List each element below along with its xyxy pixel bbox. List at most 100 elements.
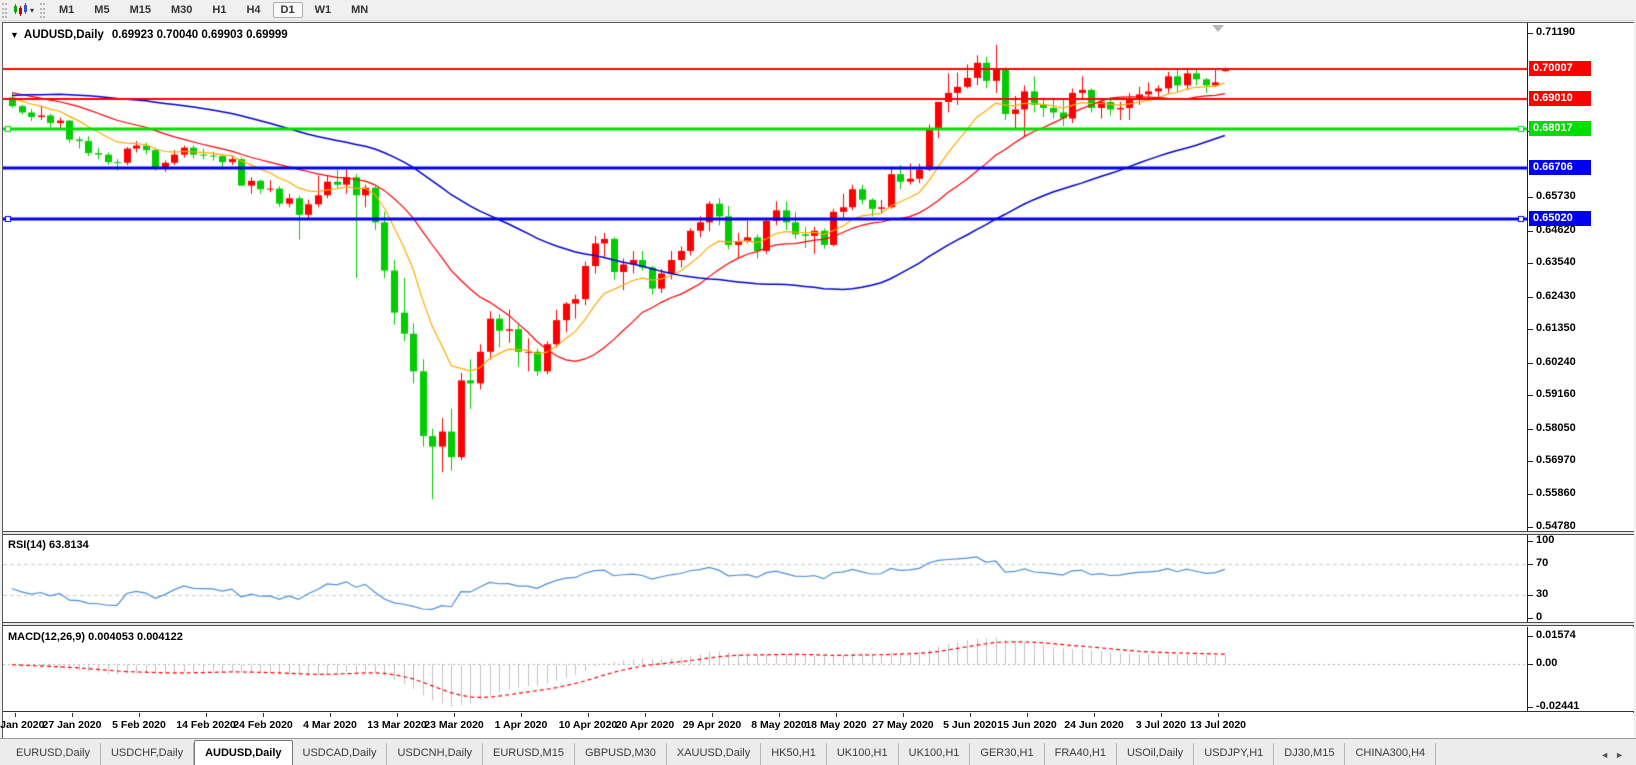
price-level-tag[interactable]: 0.70007 (1529, 61, 1591, 76)
chart-tab-hk50-h1[interactable]: HK50,H1 (761, 743, 827, 765)
date-tick-mark (836, 713, 837, 717)
timeframe-button-m15[interactable]: M15 (129, 4, 151, 16)
axis-tick-mark (1528, 33, 1533, 34)
timeframe-button-m5[interactable]: M5 (94, 4, 110, 16)
chart-symbol-label: AUDUSD,Daily (23, 29, 104, 41)
macd-tick-label: -0.02441 (1536, 700, 1580, 712)
chart-tab-usdcad-daily[interactable]: USDCAD,Daily (293, 743, 388, 765)
rsi-axis[interactable]: 100 70 30 0 (1527, 534, 1634, 623)
chart-context-arrow-icon[interactable]: ▼ (10, 30, 19, 40)
timeframe-button-m30[interactable]: M30 (170, 4, 193, 16)
price-level-tag[interactable]: 0.65020 (1529, 211, 1591, 226)
price-tick-label: 0.65730 (1536, 190, 1576, 202)
date-tick-mark (397, 713, 398, 717)
macd-axis[interactable]: 0.01574 0.00 -0.02441 (1527, 627, 1634, 712)
date-tick-mark (521, 713, 522, 717)
tab-scroll-arrows: ◄► (1600, 750, 1630, 760)
timeframe-button-mn[interactable]: MN (351, 4, 369, 16)
axis-tick-mark (1528, 197, 1533, 198)
price-axis[interactable]: 0.711900.679200.657300.646200.635400.624… (1527, 23, 1634, 532)
tab-scroll-right-icon[interactable]: ► (1615, 750, 1630, 760)
date-tick-label: 5 Jun 2020 (943, 719, 997, 731)
axis-tick-mark (1528, 231, 1533, 232)
date-tick-mark (330, 713, 331, 717)
date-tick-label: 23 Mar 2020 (424, 719, 484, 731)
axis-tick-mark (1528, 636, 1533, 637)
chart-tab-uk100-h1[interactable]: UK100,H1 (899, 743, 971, 765)
price-tick-label: 0.55860 (1536, 487, 1576, 499)
axis-tick-mark (1528, 541, 1533, 542)
axis-tick-mark (1528, 527, 1533, 528)
chart-tab-uk100-h1[interactable]: UK100,H1 (827, 743, 899, 765)
timeframe-button-d1[interactable]: D1 (272, 2, 303, 18)
chart-tab-gbpusd-m30[interactable]: GBPUSD,M30 (575, 743, 667, 765)
rsi-tick-label: 30 (1536, 588, 1549, 600)
macd-pane: MACD(12,26,9) 0.004053 0.004122 0.01574 0… (3, 627, 1634, 712)
date-tick-label: 24 Feb 2020 (233, 719, 293, 731)
price-chart-canvas[interactable] (3, 23, 1527, 531)
axis-tick-mark (1528, 595, 1533, 596)
chart-tab-xauusd-daily[interactable]: XAUUSD,Daily (667, 743, 762, 765)
date-tick-label: 14 Feb 2020 (176, 719, 236, 731)
date-tick-label: 24 Jun 2020 (1064, 719, 1124, 731)
axis-tick-mark (1528, 461, 1533, 462)
chart-tab-usdcnh-daily[interactable]: USDCNH,Daily (387, 743, 484, 765)
price-tick-label: 0.62430 (1536, 290, 1576, 302)
chart-tab-usdchf-daily[interactable]: USDCHF,Daily (101, 743, 195, 765)
date-tick-mark (139, 713, 140, 717)
date-tick-label: 15 Jun 2020 (997, 719, 1057, 731)
chart-tab-ger30-h1[interactable]: GER30,H1 (970, 743, 1045, 765)
price-level-tag[interactable]: 0.69010 (1529, 91, 1591, 106)
price-level-tag[interactable]: 0.68017 (1529, 121, 1591, 136)
axis-tick-mark (1528, 618, 1533, 619)
timeframe-button-h4[interactable]: H4 (246, 4, 261, 16)
timeframe-button-h1[interactable]: H1 (212, 4, 227, 16)
price-level-tag[interactable]: 0.66706 (1529, 160, 1591, 175)
timeframe-button-m1[interactable]: M1 (59, 4, 75, 16)
macd-label: MACD(12,26,9) 0.004053 0.004122 (8, 631, 183, 643)
date-tick-label: 10 Apr 2020 (558, 719, 618, 731)
date-tick-mark (454, 713, 455, 717)
price-tick-label: 0.63540 (1536, 256, 1576, 268)
date-tick-label: 27 Jan 2020 (42, 719, 102, 731)
rsi-tick-label: 100 (1536, 534, 1555, 546)
price-tick-label: 0.64620 (1536, 224, 1576, 236)
axis-tick-mark (1528, 297, 1533, 298)
top-toolbar: ▾ M1 M5 M15 M30 H1 H4 D1 W1 MN (0, 0, 1636, 21)
price-tick-label: 0.59160 (1536, 388, 1576, 400)
chart-shift-marker-icon[interactable] (1212, 25, 1224, 32)
date-tick-label: 27 May 2020 (872, 719, 934, 731)
price-tick-label: 0.54780 (1536, 520, 1576, 532)
rsi-tick-label: 0 (1536, 611, 1543, 623)
rsi-chart-canvas[interactable] (3, 535, 1527, 622)
panel-splitter[interactable] (3, 531, 1634, 535)
chart-tab-usdjpy-h1[interactable]: USDJPY,H1 (1194, 743, 1275, 765)
price-tick-label: 0.58050 (1536, 422, 1576, 434)
date-tick-mark (645, 713, 646, 717)
date-tick-mark (712, 713, 713, 717)
axis-tick-mark (1528, 329, 1533, 330)
axis-tick-mark (1528, 707, 1533, 708)
chart-tab-china300-h4[interactable]: CHINA300,H4 (1345, 743, 1437, 765)
macd-chart-canvas[interactable] (3, 627, 1527, 711)
candlestick-chart-icon[interactable] (11, 3, 29, 18)
tab-scroll-left-icon[interactable]: ◄ (1600, 750, 1616, 760)
toolbar-grip-handle[interactable] (2, 2, 7, 18)
axis-tick-mark (1528, 564, 1533, 565)
price-tick-label: 0.56970 (1536, 454, 1576, 466)
chart-tab-usoil-daily[interactable]: USOil,Daily (1117, 743, 1195, 765)
axis-tick-mark (1528, 363, 1533, 364)
date-tick-mark (903, 713, 904, 717)
chart-tab-eurusd-m15[interactable]: EURUSD,M15 (483, 743, 575, 765)
chart-tab-fra40-h1[interactable]: FRA40,H1 (1045, 743, 1117, 765)
date-tick-label: 3 Jul 2020 (1135, 719, 1187, 731)
date-tick-label: 4 Mar 2020 (303, 719, 357, 731)
date-tick-mark (588, 713, 589, 717)
chart-tab-audusd-daily[interactable]: AUDUSD,Daily (194, 740, 293, 765)
chart-tab-dj30-m15[interactable]: DJ30,M15 (1274, 743, 1346, 765)
timeframe-button-w1[interactable]: W1 (314, 4, 332, 16)
chart-tab-eurusd-daily[interactable]: EURUSD,Daily (6, 743, 101, 765)
chevron-down-icon[interactable]: ▾ (30, 5, 35, 15)
panel-splitter[interactable] (3, 622, 1634, 626)
